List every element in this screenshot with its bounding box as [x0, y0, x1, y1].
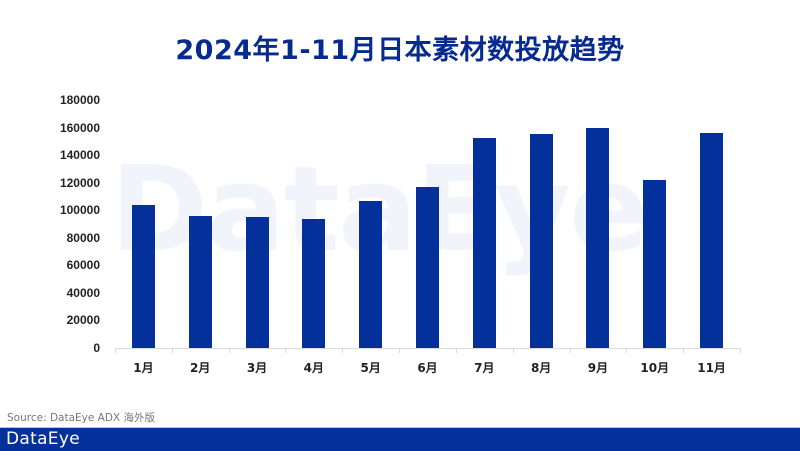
x-axis-line — [115, 348, 740, 349]
chart-title: 2024年1-11月日本素材数投放趋势 — [175, 35, 625, 66]
x-tick-mark — [115, 348, 116, 353]
y-tick-label: 100000 — [59, 203, 100, 218]
x-tick-label: 11月 — [697, 361, 726, 375]
bar — [586, 127, 610, 348]
x-tick-label: 5月 — [360, 361, 381, 375]
plot-area — [115, 100, 740, 348]
bar — [302, 219, 326, 348]
x-tick-mark — [171, 348, 173, 353]
bar — [416, 186, 439, 348]
bar — [359, 201, 383, 348]
y-tick-label: 0 — [93, 341, 100, 355]
x-tick-mark — [455, 348, 457, 353]
x-tick-mark — [626, 348, 628, 353]
y-tick-label: 60000 — [66, 258, 100, 273]
bar — [700, 133, 724, 348]
bar — [131, 204, 155, 348]
y-tick-label: 20000 — [66, 313, 100, 328]
x-tick-mark — [399, 348, 401, 353]
bar — [245, 217, 269, 348]
bar — [529, 133, 553, 348]
bar — [188, 216, 212, 348]
y-tick-label: 80000 — [66, 230, 100, 245]
bar — [643, 179, 667, 348]
x-tick-mark — [740, 348, 741, 353]
x-tick-label: 7月 — [474, 361, 495, 375]
x-tick-mark — [342, 348, 344, 353]
bar — [472, 137, 496, 348]
y-tick-label: 140000 — [59, 148, 100, 163]
x-tick-label: 4月 — [303, 361, 325, 375]
y-tick-label: 40000 — [66, 285, 100, 300]
x-tick-mark — [285, 348, 287, 353]
y-tick-label: 120000 — [59, 175, 100, 190]
x-tick-label: 10月 — [640, 361, 670, 375]
x-tick-label: 3月 — [246, 361, 268, 375]
x-tick-label: 6月 — [417, 361, 438, 375]
footer-bar: DataEye — [0, 427, 800, 451]
x-tick-mark — [512, 348, 514, 353]
source-note: Source: DataEye ADX 海外版 — [7, 412, 155, 424]
x-tick-mark — [569, 348, 571, 353]
brand-logo: DataEye — [6, 429, 80, 449]
x-tick-label: 9月 — [587, 361, 609, 375]
x-tick-label: 8月 — [530, 361, 552, 375]
x-tick-label: 1月 — [133, 361, 154, 375]
x-tick-label: 2月 — [190, 361, 211, 375]
y-tick-label: 180000 — [59, 93, 100, 107]
x-tick-mark — [683, 348, 685, 353]
y-tick-label: 160000 — [59, 120, 100, 135]
x-tick-mark — [228, 348, 230, 353]
